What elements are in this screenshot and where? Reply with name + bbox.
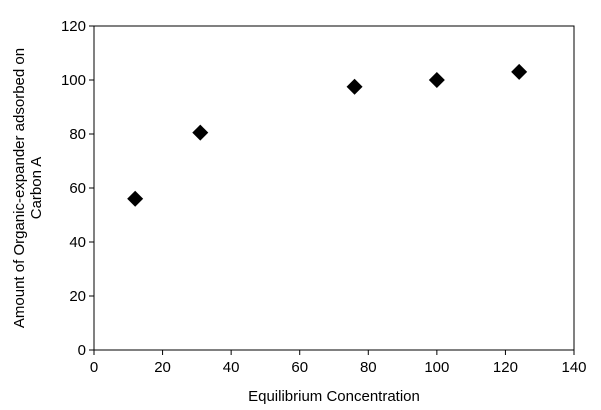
x-tick-label: 40: [223, 359, 240, 376]
data-point: [127, 190, 144, 207]
y-tick-label: 0: [78, 342, 86, 359]
y-axis-title-line-2: Carbon A: [28, 157, 45, 220]
data-point: [346, 78, 363, 95]
x-tick-label: 80: [360, 359, 377, 376]
data-points: [127, 63, 528, 207]
x-axis-title: Equilibrium Concentration: [248, 388, 420, 405]
y-tick-label: 80: [69, 126, 86, 143]
x-tick-label: 140: [561, 359, 586, 376]
y-tick-label: 120: [61, 18, 86, 35]
plot-frame: [93, 25, 575, 351]
x-tick-label: 0: [90, 359, 98, 376]
y-axis-title-line-1: Amount of Organic-expander adsorbed on: [11, 48, 28, 328]
y-tick-label: 40: [69, 234, 86, 251]
x-tick-label: 60: [291, 359, 308, 376]
y-tick-label: 60: [69, 180, 86, 197]
x-tick-label: 100: [424, 359, 449, 376]
x-tick-label: 120: [493, 359, 518, 376]
x-tick-label: 20: [154, 359, 171, 376]
x-axis-ticks: 0 20 40 60 80 100 120 140: [90, 350, 587, 376]
data-point: [428, 72, 445, 88]
y-tick-label: 20: [69, 288, 86, 305]
data-point: [511, 63, 528, 80]
y-axis-ticks: 0 20 40 60 80 100 120: [61, 18, 94, 359]
data-point: [192, 124, 209, 141]
y-tick-label: 100: [61, 72, 86, 89]
